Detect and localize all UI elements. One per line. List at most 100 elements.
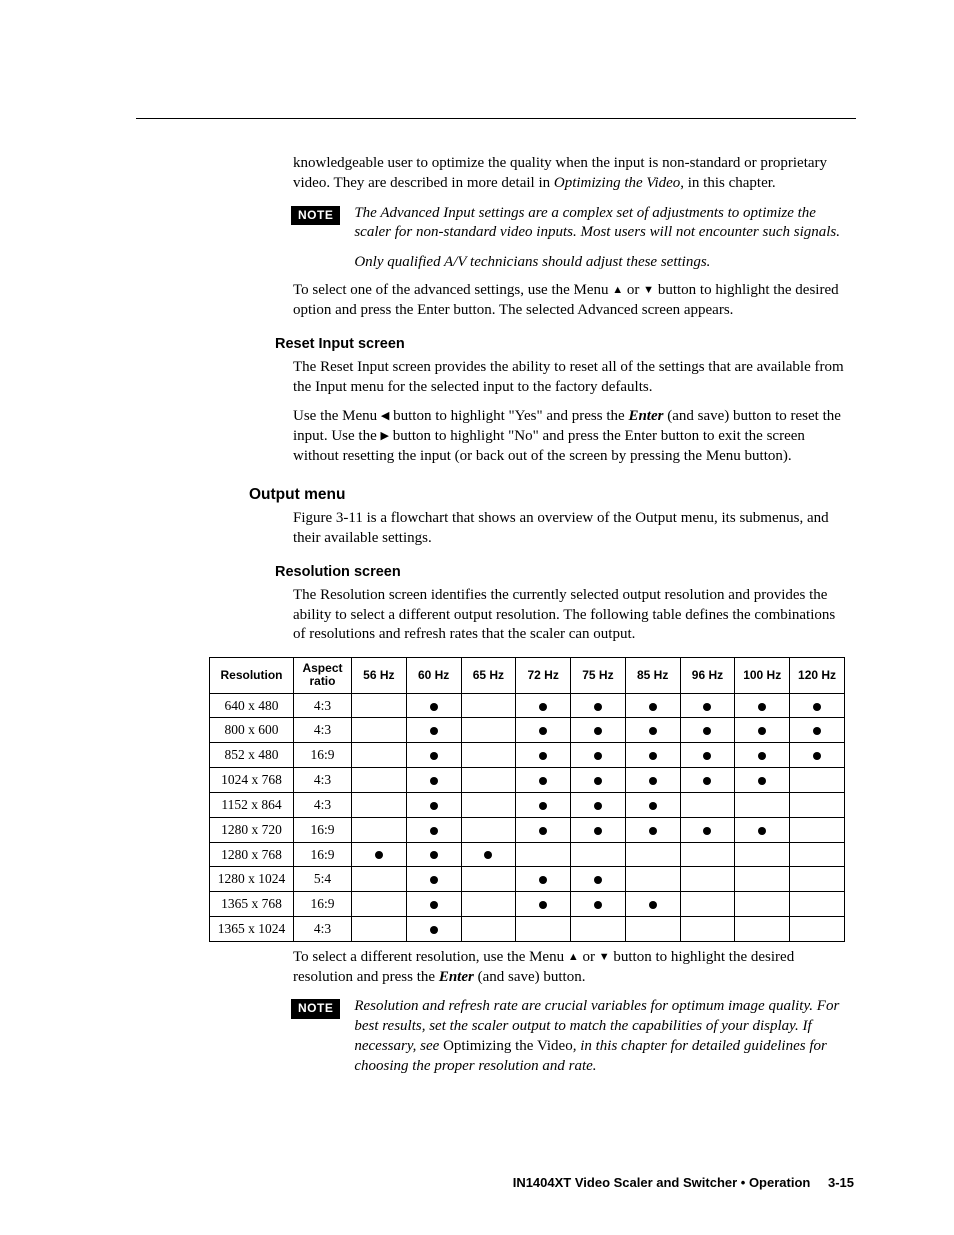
dot-icon [703,727,711,735]
hz-cell [571,916,626,941]
hz-cell [571,842,626,867]
hz-cell [735,768,790,793]
note-block-2: NOTE Resolution and refresh rate are cru… [291,997,845,1076]
hz-cell [516,892,571,917]
paragraph: Use the Menu ◀ button to highlight "Yes"… [293,407,845,466]
hz-cell [461,916,516,941]
hz-cell [735,842,790,867]
hz-cell [790,867,845,892]
dot-icon [430,851,438,859]
text: button to highlight "Yes" and press the [389,408,628,424]
resolution-cell: 1024 x 768 [210,768,294,793]
dot-icon [539,703,547,711]
dot-icon [594,727,602,735]
table-row: 1280 x 76816:9 [210,842,845,867]
hz-cell [516,693,571,718]
table-row: 1152 x 8644:3 [210,792,845,817]
dot-icon [539,827,547,835]
dot-icon [430,926,438,934]
resolution-cell: 800 x 600 [210,718,294,743]
hz-cell [461,792,516,817]
paragraph: The Resolution screen identifies the cur… [293,586,845,645]
hz-cell [461,743,516,768]
header-rule [136,118,856,119]
table-header-cell: 65 Hz [461,658,516,693]
hz-cell [406,743,461,768]
table-header-cell: 75 Hz [571,658,626,693]
dot-icon [594,703,602,711]
hz-cell [680,916,735,941]
hz-cell [516,916,571,941]
hz-cell [735,693,790,718]
dot-icon [703,752,711,760]
hz-cell [351,792,406,817]
table-row: 1365 x 10244:3 [210,916,845,941]
hz-cell [351,768,406,793]
resolution-cell: 852 x 480 [210,743,294,768]
aspect-cell: 16:9 [293,842,351,867]
hz-cell [406,867,461,892]
hz-cell [516,817,571,842]
hz-cell [680,892,735,917]
hz-cell [461,892,516,917]
dot-icon [430,876,438,884]
note-badge: NOTE [291,999,340,1019]
dot-icon [484,851,492,859]
dot-icon [539,901,547,909]
hz-cell [625,718,680,743]
hz-cell [625,817,680,842]
hz-cell [735,792,790,817]
paragraph: The Reset Input screen provides the abil… [293,358,845,398]
resolution-table: ResolutionAspectratio56 Hz60 Hz65 Hz72 H… [209,657,845,942]
table-header-cell: Resolution [210,658,294,693]
hz-cell [680,842,735,867]
title-ref: Optimizing the Video [554,175,680,191]
down-arrow-icon: ▼ [643,284,654,296]
resolution-cell: 1365 x 1024 [210,916,294,941]
hz-cell [625,693,680,718]
hz-cell [625,916,680,941]
hz-cell [351,693,406,718]
hz-cell [571,718,626,743]
hz-cell [461,817,516,842]
hz-cell [351,743,406,768]
hz-cell [680,743,735,768]
hz-cell [735,892,790,917]
table-header-cell: 120 Hz [790,658,845,693]
resolution-cell: 1280 x 720 [210,817,294,842]
resolution-cell: 1152 x 864 [210,792,294,817]
hz-cell [625,792,680,817]
title-ref: Optimizing the Video [443,1038,573,1054]
table-header-cell: 56 Hz [351,658,406,693]
dot-icon [703,777,711,785]
dot-icon [375,851,383,859]
hz-cell [790,842,845,867]
hz-cell [735,916,790,941]
hz-cell [351,718,406,743]
hz-cell [406,842,461,867]
dot-icon [758,703,766,711]
aspect-cell: 16:9 [293,817,351,842]
hz-cell [790,768,845,793]
hz-cell [461,867,516,892]
hz-cell [351,842,406,867]
hz-cell [680,867,735,892]
hz-cell [571,892,626,917]
hz-cell [406,817,461,842]
dot-icon [430,777,438,785]
hz-cell [680,693,735,718]
dot-icon [813,727,821,735]
hz-cell [680,792,735,817]
dot-icon [649,827,657,835]
right-arrow-icon: ▶ [381,430,389,442]
note-block-1: NOTE The Advanced Input settings are a c… [291,204,845,273]
down-arrow-icon: ▼ [599,951,610,963]
dot-icon [594,777,602,785]
text: (and save) button. [474,969,586,985]
up-arrow-icon: ▲ [568,951,579,963]
dot-icon [594,827,602,835]
hz-cell [406,892,461,917]
hz-cell [571,867,626,892]
dot-icon [594,802,602,810]
note-line: Only qualified A/V technicians should ad… [354,253,845,273]
